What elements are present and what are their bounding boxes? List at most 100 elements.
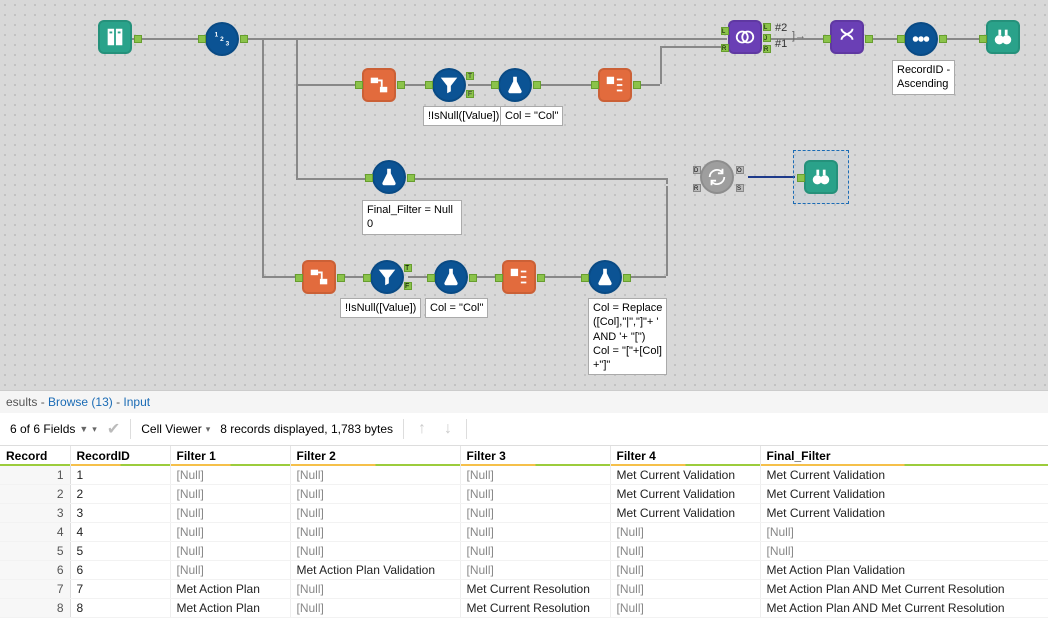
hash-1: #1 <box>775 38 787 50</box>
table-cell: Met Current Validation <box>610 485 760 504</box>
formula-tool-3[interactable] <box>434 260 468 294</box>
anchor <box>865 35 873 43</box>
flask-icon <box>594 266 616 288</box>
browse-tool-2[interactable] <box>804 160 838 194</box>
results-grid[interactable]: RecordRecordIDFilter 1Filter 2Filter 3Fi… <box>0 446 1048 635</box>
caret-icon: ▼ <box>79 424 88 434</box>
table-cell: [Null] <box>760 542 1048 561</box>
transpose-tool-2[interactable] <box>302 260 336 294</box>
summarize-icon <box>508 266 530 288</box>
anchor <box>979 35 987 43</box>
gear-cycle-icon <box>706 166 728 188</box>
wire <box>535 84 595 86</box>
workflow-canvas[interactable]: 123 T F !IsNull([Value]) Col = "Col" L R… <box>0 0 1048 390</box>
sort-tool[interactable] <box>904 22 938 56</box>
wire <box>296 178 368 180</box>
table-cell: [Null] <box>610 523 760 542</box>
arrow-down-icon[interactable]: ↓ <box>440 420 456 438</box>
table-row[interactable]: 88Met Action Plan[Null]Met Current Resol… <box>0 599 1048 618</box>
table-cell: Met Action Plan Validation <box>290 561 460 580</box>
table-row[interactable]: 44[Null][Null][Null][Null][Null] <box>0 523 1048 542</box>
anchor-t: T <box>466 72 474 80</box>
transpose-tool[interactable] <box>362 68 396 102</box>
wire <box>666 186 668 276</box>
caret-icon: ▾ <box>92 424 97 435</box>
table-cell: Met Action Plan <box>170 599 290 618</box>
table-row[interactable]: 77Met Action Plan[Null]Met Current Resol… <box>0 580 1048 599</box>
anchor <box>623 274 631 282</box>
formula-tool-2[interactable] <box>372 160 406 194</box>
column-header[interactable]: Filter 4 <box>610 446 760 466</box>
dna-icon <box>836 26 858 48</box>
anchor <box>198 35 206 43</box>
anchor <box>939 35 947 43</box>
separator <box>466 419 467 439</box>
column-header[interactable]: Record <box>0 446 70 466</box>
funnel-icon <box>376 266 398 288</box>
anchor <box>295 274 303 282</box>
table-row[interactable]: 55[Null][Null][Null][Null][Null] <box>0 542 1048 561</box>
records-info: 8 records displayed, 1,783 bytes <box>220 422 393 436</box>
table-cell: [Null] <box>290 580 460 599</box>
fields-dropdown[interactable]: 6 of 6 Fields ▼ ▾ <box>10 422 97 436</box>
join-icon <box>734 26 756 48</box>
table-cell: [Null] <box>290 466 460 485</box>
table-row[interactable]: 22[Null][Null][Null]Met Current Validati… <box>0 485 1048 504</box>
cell-viewer-dropdown[interactable]: Cell Viewer ▾ <box>141 422 210 436</box>
column-header[interactable]: Filter 3 <box>460 446 610 466</box>
flask-icon <box>440 266 462 288</box>
label-final-filter: Final_Filter = Null 0 <box>362 200 462 235</box>
anchor-d: D <box>693 166 701 174</box>
join-tool[interactable] <box>728 20 762 54</box>
wire <box>262 38 264 276</box>
input-tool[interactable] <box>98 20 132 54</box>
column-header[interactable]: Final_Filter <box>760 446 1048 466</box>
wire <box>540 276 584 278</box>
table-cell: 8 <box>0 599 70 618</box>
table-cell: [Null] <box>170 485 290 504</box>
column-header[interactable]: RecordID <box>70 446 170 466</box>
svg-text:1: 1 <box>215 31 219 38</box>
filter-tool-2[interactable] <box>370 260 404 294</box>
dynamic-replace-tool[interactable] <box>700 160 734 194</box>
table-cell: Met Current Validation <box>610 466 760 485</box>
anchor-o: O <box>736 166 744 174</box>
union-tool[interactable] <box>830 20 864 54</box>
funnel-icon <box>438 74 460 96</box>
select-tool[interactable]: 123 <box>205 22 239 56</box>
table-row[interactable]: 66[Null]Met Action Plan Validation[Null]… <box>0 561 1048 580</box>
flask-icon <box>378 166 400 188</box>
table-row[interactable]: 11[Null][Null][Null]Met Current Validati… <box>0 466 1048 485</box>
browse-tool-1[interactable] <box>986 20 1020 54</box>
separator <box>403 419 404 439</box>
crosstab-icon <box>604 74 626 96</box>
label-coleq2: Col = "Col" <box>425 298 488 318</box>
anchor <box>365 174 373 182</box>
column-header[interactable]: Filter 2 <box>290 446 460 466</box>
table-cell: [Null] <box>460 485 610 504</box>
anchor-r: R <box>721 44 729 52</box>
wire <box>296 38 298 84</box>
anchor-lo: L <box>763 23 771 31</box>
table-cell: [Null] <box>170 466 290 485</box>
table-cell: [Null] <box>610 561 760 580</box>
formula-tool-1[interactable] <box>498 68 532 102</box>
table-cell: 4 <box>70 523 170 542</box>
arrow-up-icon[interactable]: ↑ <box>414 420 430 438</box>
browse-link[interactable]: Browse (13) <box>48 395 113 409</box>
table-cell: 6 <box>0 561 70 580</box>
input-link[interactable]: Input <box>123 395 150 409</box>
transpose-icon <box>308 266 330 288</box>
table-cell: 1 <box>70 466 170 485</box>
label-isnull1: !IsNull([Value]) <box>423 106 504 126</box>
wire <box>240 38 727 40</box>
table-cell: Met Action Plan <box>170 580 290 599</box>
column-header[interactable]: Filter 1 <box>170 446 290 466</box>
crosstab-tool[interactable] <box>598 68 632 102</box>
formula-tool-4[interactable] <box>588 260 622 294</box>
summarize-tool[interactable] <box>502 260 536 294</box>
filter-tool[interactable] <box>432 68 466 102</box>
table-cell: Met Current Validation <box>760 485 1048 504</box>
anchor <box>134 35 142 43</box>
table-row[interactable]: 33[Null][Null][Null]Met Current Validati… <box>0 504 1048 523</box>
